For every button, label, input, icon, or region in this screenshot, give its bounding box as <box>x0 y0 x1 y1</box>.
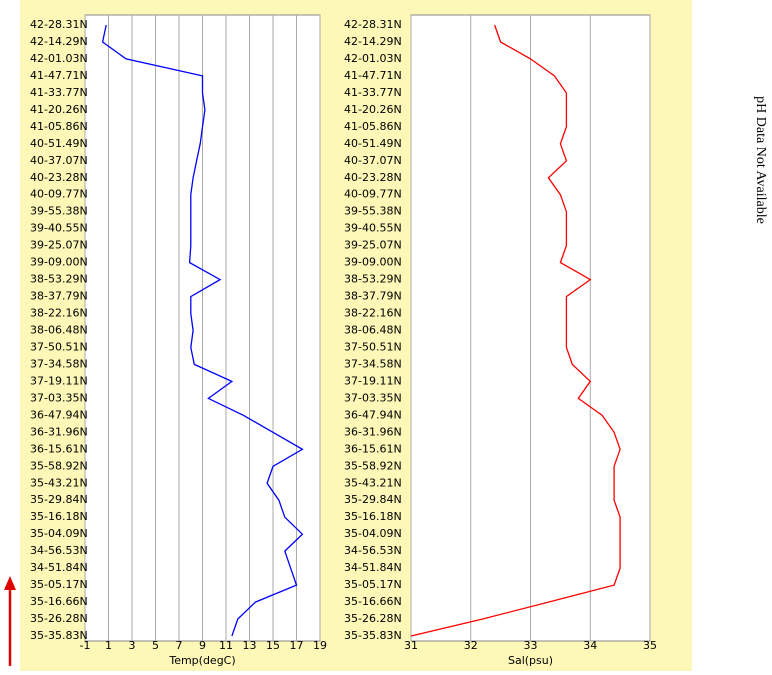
y-tick-label: 38-53.29N <box>30 273 88 286</box>
arrow-head <box>4 576 16 590</box>
x-axis-label: Temp(degC) <box>168 654 235 667</box>
x-tick-label: 3 <box>129 639 136 652</box>
y-tick-label: 35-05.17N <box>30 578 88 591</box>
y-tick-label: 39-40.55N <box>30 222 88 235</box>
data-line <box>101 24 304 637</box>
y-tick-label: 34-51.84N <box>344 561 402 574</box>
y-tick-label: 39-55.38N <box>344 205 402 218</box>
y-tick-label: 36-15.61N <box>344 442 402 455</box>
y-tick-label: 34-56.53N <box>30 544 88 557</box>
y-tick-label: 39-40.55N <box>344 222 402 235</box>
y-tick-label: 41-33.77N <box>344 86 402 99</box>
y-tick-label: 41-20.26N <box>344 103 402 116</box>
y-tick-label: 42-01.03N <box>344 52 402 65</box>
y-tick-label: 40-09.77N <box>344 188 402 201</box>
y-tick-label: 36-47.94N <box>344 408 402 421</box>
y-tick-label: 34-51.84N <box>30 561 88 574</box>
y-tick-label: 35-29.84N <box>30 493 88 506</box>
y-tick-label: 39-55.38N <box>30 205 88 218</box>
y-tick-label: 38-37.79N <box>344 290 402 303</box>
x-tick-label: 19 <box>313 639 327 652</box>
x-tick-label: 32 <box>464 639 478 652</box>
y-tick-label: 38-06.48N <box>30 324 88 337</box>
y-tick-label: 35-16.18N <box>344 510 402 523</box>
y-tick-label: 38-22.16N <box>344 307 402 320</box>
y-tick-label: 35-43.21N <box>30 476 88 489</box>
x-tick-label: 33 <box>524 639 538 652</box>
y-tick-label: 35-26.28N <box>30 612 88 625</box>
x-axis-label: Sal(psu) <box>508 654 553 667</box>
y-tick-label: 40-23.28N <box>30 171 88 184</box>
y-tick-label: 39-09.00N <box>344 256 402 269</box>
y-tick-label: 42-14.29N <box>30 35 88 48</box>
y-tick-label: 35-16.66N <box>344 595 402 608</box>
x-tick-label: -1 <box>80 639 91 652</box>
x-tick-label: 13 <box>243 639 257 652</box>
y-tick-label: 39-09.00N <box>30 256 88 269</box>
x-tick-label: 31 <box>404 639 418 652</box>
y-tick-label: 35-29.84N <box>344 493 402 506</box>
y-tick-label: 41-05.86N <box>344 120 402 133</box>
x-tick-label: 1 <box>105 639 112 652</box>
y-tick-label: 35-58.92N <box>30 459 88 472</box>
y-tick-label: 41-47.71N <box>30 69 88 82</box>
y-tick-label: 42-28.31N <box>30 18 88 31</box>
y-tick-label: 39-25.07N <box>344 239 402 252</box>
y-tick-label: 37-34.58N <box>344 357 402 370</box>
y-tick-label: 41-33.77N <box>30 86 88 99</box>
y-tick-label: 37-03.35N <box>344 391 402 404</box>
y-tick-label: 40-09.77N <box>30 188 88 201</box>
y-tick-label: 40-51.49N <box>344 137 402 150</box>
y-tick-label: 35-35.83N <box>30 629 88 642</box>
y-tick-label: 40-23.28N <box>344 171 402 184</box>
y-tick-label: 36-47.94N <box>30 408 88 421</box>
x-tick-label: 17 <box>290 639 304 652</box>
y-tick-label: 37-50.51N <box>344 340 402 353</box>
y-tick-label: 35-05.17N <box>344 578 402 591</box>
y-tick-label: 42-28.31N <box>344 18 402 31</box>
x-tick-label: 9 <box>199 639 206 652</box>
y-tick-label: 37-50.51N <box>30 340 88 353</box>
x-tick-label: 11 <box>219 639 233 652</box>
x-tick-label: 34 <box>583 639 597 652</box>
y-tick-label: 35-16.18N <box>30 510 88 523</box>
y-tick-label: 36-31.96N <box>30 425 88 438</box>
y-tick-label: 38-53.29N <box>344 273 402 286</box>
y-tick-label: 35-26.28N <box>344 612 402 625</box>
y-tick-label: 40-37.07N <box>344 154 402 167</box>
y-tick-label: 37-34.58N <box>30 357 88 370</box>
y-tick-label: 36-31.96N <box>344 425 402 438</box>
x-tick-label: 7 <box>176 639 183 652</box>
y-tick-label: 37-19.11N <box>30 374 88 387</box>
y-tick-label: 34-56.53N <box>344 544 402 557</box>
y-tick-label: 42-01.03N <box>30 52 88 65</box>
x-tick-label: 15 <box>266 639 280 652</box>
y-tick-label: 37-03.35N <box>30 391 88 404</box>
y-tick-label: 41-20.26N <box>30 103 88 116</box>
y-tick-label: 35-58.92N <box>344 459 402 472</box>
data-line <box>410 24 621 637</box>
y-tick-label: 40-51.49N <box>30 137 88 150</box>
y-tick-label: 41-47.71N <box>344 69 402 82</box>
y-tick-label: 38-37.79N <box>30 290 88 303</box>
y-tick-label: 36-15.61N <box>30 442 88 455</box>
y-tick-label: 35-35.83N <box>344 629 402 642</box>
side-note: pH Data Not Available <box>753 96 768 224</box>
y-tick-label: 35-16.66N <box>30 595 88 608</box>
x-tick-label: 35 <box>643 639 657 652</box>
y-tick-label: 41-05.86N <box>30 120 88 133</box>
y-tick-label: 38-06.48N <box>344 324 402 337</box>
y-tick-label: 42-14.29N <box>344 35 402 48</box>
y-tick-label: 38-22.16N <box>30 307 88 320</box>
y-tick-label: 35-04.09N <box>344 527 402 540</box>
y-tick-label: 35-04.09N <box>30 527 88 540</box>
y-tick-label: 40-37.07N <box>30 154 88 167</box>
x-tick-label: 5 <box>152 639 159 652</box>
y-tick-label: 35-43.21N <box>344 476 402 489</box>
y-tick-label: 39-25.07N <box>30 239 88 252</box>
y-tick-label: 37-19.11N <box>344 374 402 387</box>
